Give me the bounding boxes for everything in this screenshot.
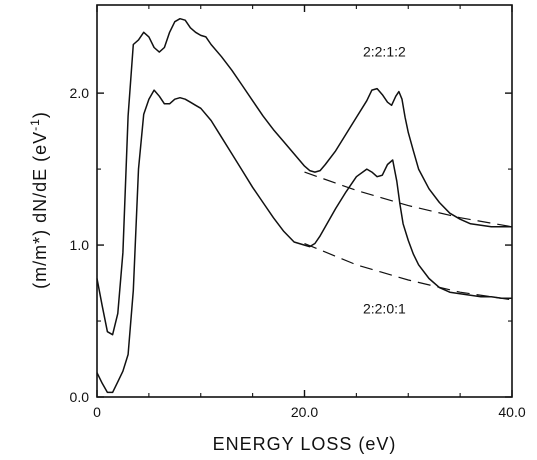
y-axis-label-close: ) (30, 111, 50, 118)
spectrum-line-2-2-1-2 (96, 17, 512, 336)
y-tick-label: 0.0 (70, 389, 90, 405)
series-label: 2:2:1:2 (363, 44, 406, 60)
background-dashed-line (304, 242, 513, 301)
series-label: 2:2:0:1 (363, 300, 406, 316)
spectrum-line-2-2-0-1 (96, 89, 512, 394)
axis-tick-labels: 0 20.0 40.0 0.0 1.0 2.0 (70, 85, 526, 420)
annotation-layer: 2:2:1:2 2:2:0:1 (363, 44, 406, 317)
plot-frame (96, 4, 513, 398)
y-axis-label-superscript: -1 (28, 118, 42, 131)
y-tick-label: 1.0 (70, 237, 90, 253)
y-tick-label: 2.0 (70, 85, 90, 101)
x-tick-label: 0 (93, 404, 101, 420)
y-axis-label-main: (m/m*) dN/dE (eV (30, 131, 50, 289)
x-tick-label: 20.0 (291, 404, 318, 420)
x-tick-label: 40.0 (498, 404, 525, 420)
axis-ticks (96, 5, 513, 398)
y-axis-label: (m/m*) dN/dE (eV-1) (28, 111, 50, 289)
background-dashed-line (304, 171, 513, 228)
x-axis-label: ENERGY LOSS (eV) (213, 434, 397, 454)
series-layer (96, 17, 513, 394)
